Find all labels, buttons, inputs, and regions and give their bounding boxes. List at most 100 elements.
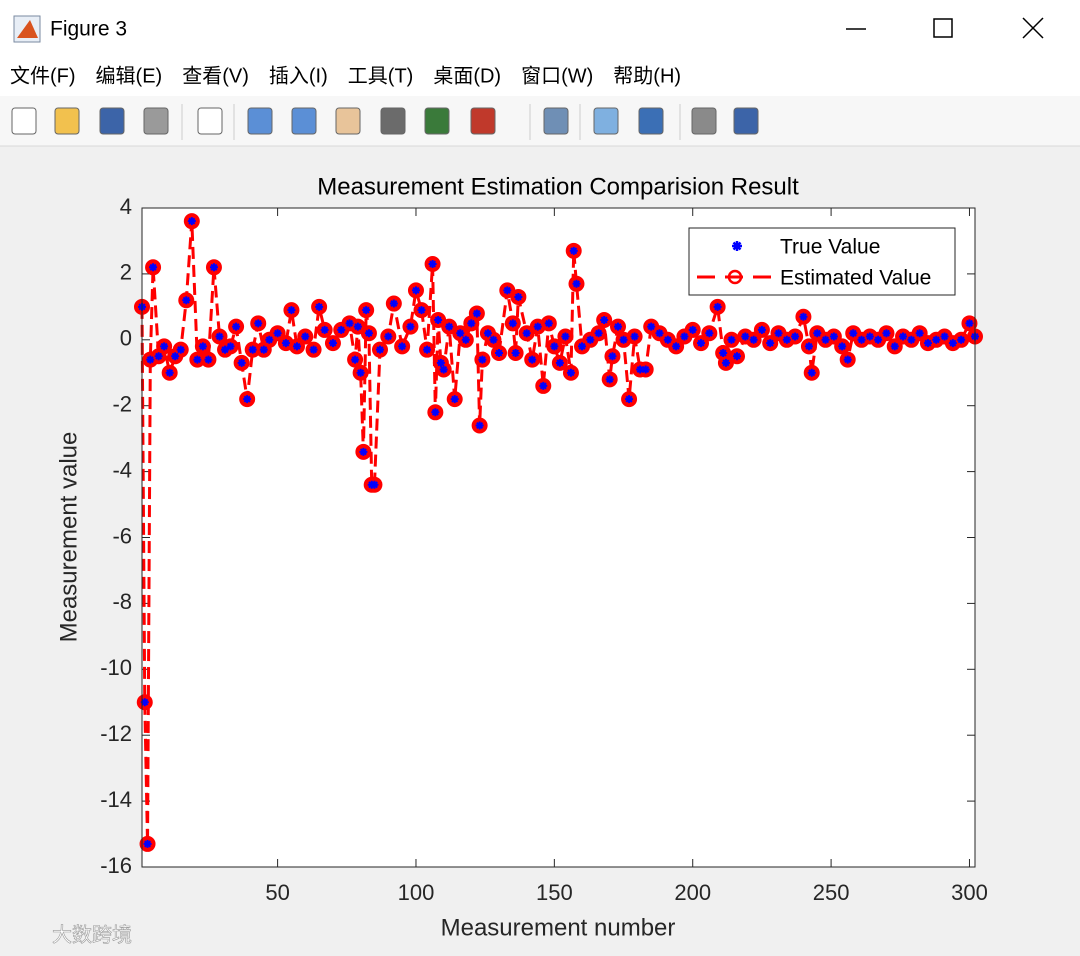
- toolbar-button[interactable]: [691, 107, 717, 135]
- toolbar: [0, 96, 1080, 146]
- marker: [171, 352, 180, 361]
- toolbar-icons: [11, 104, 759, 140]
- marker: [791, 332, 800, 341]
- marker: [874, 335, 883, 344]
- menu-item[interactable]: 查看(V): [182, 64, 249, 87]
- marker: [719, 348, 728, 357]
- marker: [445, 322, 454, 331]
- window-title: Figure 3: [50, 18, 127, 41]
- marker: [636, 365, 645, 374]
- toolbar-button[interactable]: [470, 107, 496, 135]
- toolbar-button[interactable]: [197, 107, 223, 135]
- marker: [254, 319, 263, 328]
- marker: [384, 332, 393, 341]
- legend-marker: [727, 269, 743, 285]
- marker: [495, 348, 503, 357]
- toolbar-button[interactable]: [543, 107, 569, 135]
- menu-item[interactable]: 文件(F): [10, 64, 76, 87]
- marker: [511, 348, 520, 357]
- menu-item[interactable]: 桌面(D): [433, 64, 501, 87]
- toolbar-button[interactable]: [143, 107, 169, 135]
- marker: [733, 352, 741, 361]
- marker: [838, 342, 847, 351]
- close-button[interactable]: [1022, 17, 1044, 39]
- marker: [376, 345, 384, 354]
- y-tick-label: -2: [112, 392, 132, 417]
- marker: [741, 332, 750, 341]
- menu-item[interactable]: 插入(I): [269, 64, 328, 87]
- axes-box: [141, 207, 976, 868]
- x-tick-label: 150: [536, 880, 573, 905]
- marker: [248, 345, 257, 354]
- marker: [757, 325, 766, 334]
- marker: [292, 342, 301, 351]
- toolbar-button[interactable]: [380, 107, 406, 135]
- marker: [948, 339, 957, 348]
- toolbar-button[interactable]: [247, 107, 273, 135]
- marker: [705, 329, 714, 338]
- marker: [411, 286, 420, 295]
- marker: [727, 335, 736, 344]
- marker: [782, 335, 791, 344]
- marker: [572, 279, 581, 288]
- marker: [359, 447, 368, 456]
- marker: [436, 358, 445, 367]
- marker: [608, 352, 617, 361]
- menu-item[interactable]: 窗口(W): [521, 64, 593, 87]
- maximize-button[interactable]: [933, 18, 953, 38]
- marker: [680, 332, 689, 341]
- toolbar-button[interactable]: [638, 107, 664, 135]
- marker: [539, 381, 548, 390]
- marker: [154, 352, 163, 361]
- toolbar-button[interactable]: [291, 107, 317, 135]
- marker: [907, 335, 916, 344]
- marker: [804, 342, 813, 351]
- toolbar-button[interactable]: [54, 107, 80, 135]
- x-axis-label: Measurement number: [441, 914, 676, 941]
- marker: [655, 329, 664, 338]
- menu-item[interactable]: 工具(T): [348, 65, 414, 87]
- y-axis-label: Measurement value: [55, 432, 82, 643]
- marker: [957, 335, 966, 344]
- toolbar-button[interactable]: [593, 107, 619, 135]
- toolbar-button[interactable]: [99, 107, 125, 135]
- marker: [569, 246, 578, 255]
- marker: [600, 316, 609, 325]
- marker: [439, 365, 448, 374]
- marker: [578, 342, 587, 351]
- marker: [475, 421, 484, 430]
- y-tick-label: -14: [100, 787, 132, 812]
- toolbar-button[interactable]: [335, 107, 361, 135]
- marker: [829, 332, 838, 341]
- y-tick-label: 0: [120, 326, 132, 351]
- y-tick-label: 2: [120, 260, 132, 285]
- marker: [370, 480, 379, 489]
- marker: [320, 325, 329, 334]
- toolbar-button[interactable]: [11, 107, 37, 135]
- marker: [337, 325, 346, 334]
- menu-item[interactable]: 编辑(E): [96, 64, 163, 87]
- marker: [273, 329, 282, 338]
- marker: [428, 260, 437, 269]
- marker: [688, 325, 697, 334]
- toolbar-button[interactable]: [424, 107, 450, 135]
- marker: [561, 332, 570, 341]
- marker: [176, 345, 185, 354]
- marker: [301, 332, 310, 341]
- marker: [146, 355, 155, 364]
- toolbar-button[interactable]: [733, 107, 759, 135]
- marker: [309, 345, 318, 354]
- marker: [398, 342, 407, 351]
- marker: [237, 358, 246, 367]
- marker: [265, 335, 274, 344]
- marker: [259, 345, 268, 354]
- marker: [882, 329, 891, 338]
- menu-item[interactable]: 帮助(H): [613, 64, 681, 87]
- x-tick-label: 200: [674, 880, 711, 905]
- marker: [663, 335, 672, 344]
- marker: [566, 368, 575, 377]
- app-icon-shape: [17, 20, 38, 38]
- marker: [533, 322, 542, 331]
- marker: [467, 319, 476, 328]
- marker: [821, 335, 830, 344]
